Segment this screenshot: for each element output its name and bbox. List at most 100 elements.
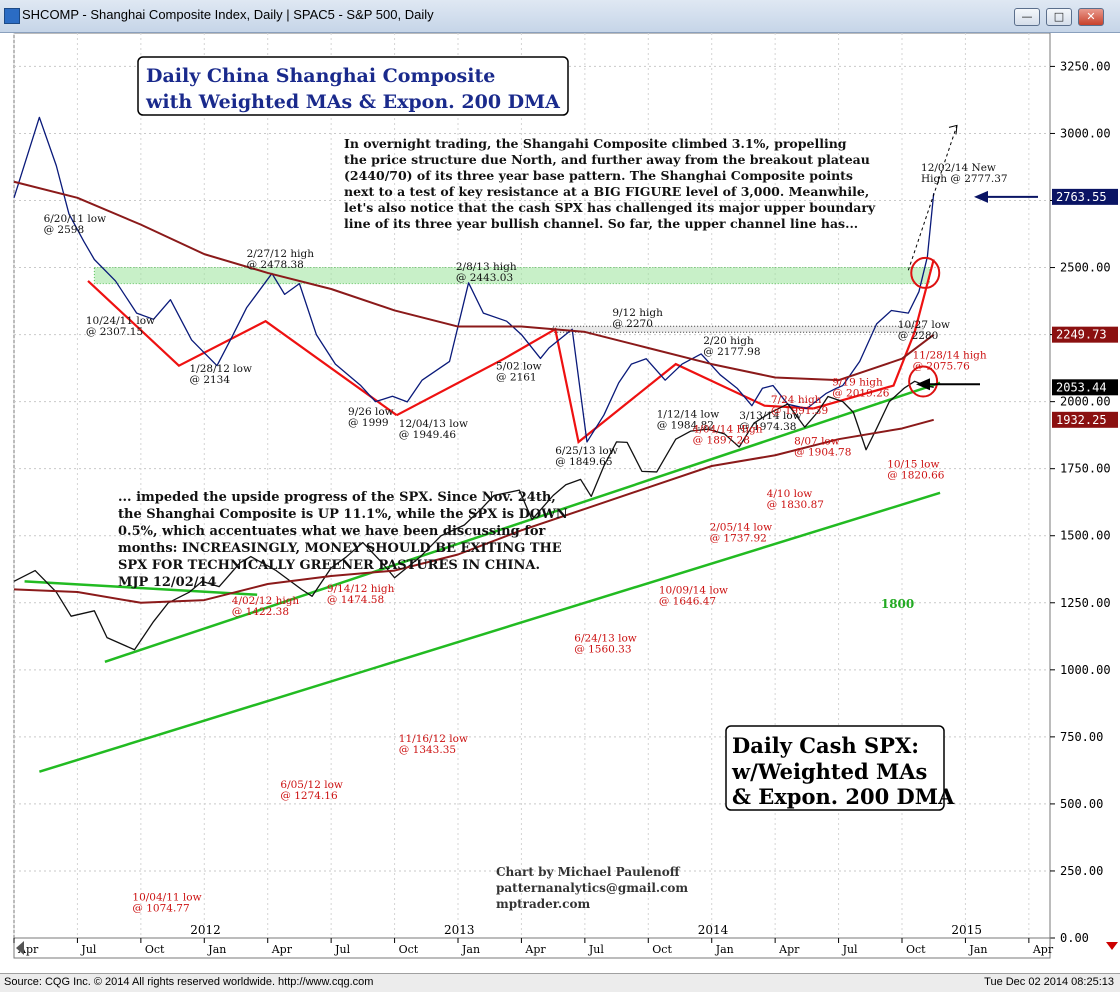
window-title: SHCOMP - Shanghai Composite Index, Daily… bbox=[22, 7, 434, 22]
maximize-button[interactable]: □ bbox=[1046, 8, 1072, 26]
commentary-top-line-6: line of its three year bullish channel. … bbox=[344, 216, 858, 231]
shanghai-annotation: 1/12/14 low bbox=[657, 409, 719, 421]
commentary-top-line-1: In overnight trading, the Shangahi Compo… bbox=[344, 136, 847, 151]
x-month-label: Oct bbox=[399, 943, 419, 956]
price-tag bbox=[1052, 188, 1118, 205]
y-tick-label: 3000.00 bbox=[1060, 126, 1111, 140]
title-line-2: with Weighted MAs & Expon. 200 DMA bbox=[145, 91, 560, 113]
y-tick-label: 2500.00 bbox=[1060, 261, 1111, 275]
shanghai-annotation: @ 2598 bbox=[44, 224, 85, 236]
x-month-label: Oct bbox=[906, 943, 926, 956]
spx-annotation: 6/24/13 low bbox=[574, 633, 636, 645]
title-box-shanghai: Daily China Shanghai Composite with Weig… bbox=[137, 56, 569, 116]
commentary-top-line-5: let's also notice that the cash SPX has … bbox=[344, 200, 876, 215]
spx-annotation: 4/10 low bbox=[767, 488, 813, 500]
shanghai-annotation: 3/13/14 low bbox=[739, 410, 801, 422]
title-line-1: Daily China Shanghai Composite bbox=[146, 65, 495, 87]
x-month-label: Jul bbox=[334, 943, 350, 956]
y-tick-label: 750.00 bbox=[1060, 730, 1103, 744]
credit-line-3: mptrader.com bbox=[496, 897, 590, 911]
spx-annotation: @ 1737.92 bbox=[710, 532, 767, 544]
shanghai-annotation: 12/02/14 New bbox=[921, 162, 996, 174]
shanghai-annotation: @ 2478.38 bbox=[247, 259, 304, 271]
line-layer bbox=[13, 116, 958, 773]
x-year-label: 2015 bbox=[951, 923, 982, 937]
x-month-label: Jan bbox=[968, 943, 987, 956]
channel-line bbox=[39, 491, 941, 773]
x-month-label: Jul bbox=[588, 943, 604, 956]
highlight-circle bbox=[908, 365, 939, 398]
price-tag bbox=[1052, 326, 1118, 343]
spx-annotation: 2/05/14 low bbox=[710, 521, 772, 533]
annotation-layer: 6/20/11 low@ 2598 2/27/12 high@ 2478.38 10… bbox=[44, 162, 1008, 914]
spx-annotation: @ 1422.38 bbox=[232, 606, 289, 618]
arrow-left-icon bbox=[916, 378, 930, 391]
price-tag bbox=[1052, 379, 1118, 396]
highlight-circle bbox=[910, 256, 941, 289]
shanghai-annotation: 9/12 high bbox=[612, 307, 663, 319]
spx-annotation: 10/04/11 low bbox=[132, 891, 201, 903]
app-icon bbox=[4, 8, 20, 24]
y-tick-label: 0.00 bbox=[1060, 931, 1089, 945]
credit-line-1: Chart by Michael Paulenoff bbox=[496, 865, 681, 879]
shanghai-annotation: 1/28/12 low bbox=[189, 363, 251, 375]
spx-annotation: @ 1897.28 bbox=[693, 434, 750, 446]
pattern-line bbox=[87, 280, 398, 417]
spx-annotation: 11/16/12 low bbox=[399, 733, 468, 745]
commentary-bottom-line-5: SPX FOR TECHNICALLY GREENER PASTURES IN … bbox=[118, 558, 540, 573]
credit-line-2: patternanalytics@gmail.com bbox=[496, 881, 688, 895]
y-tick-label: 1000.00 bbox=[1060, 663, 1111, 677]
x-month-label: Apr bbox=[778, 943, 800, 956]
x-month-label: Jul bbox=[842, 943, 858, 956]
channel-line bbox=[24, 580, 258, 596]
spx-annotation: @ 1474.58 bbox=[327, 594, 384, 606]
commentary-top-line-4: next to a test of key resistance at a BI… bbox=[344, 184, 869, 199]
shanghai-annotation: @ 1974.38 bbox=[739, 421, 796, 433]
title-box-spx: Daily Cash SPX: w/Weighted MAs & Expon. … bbox=[725, 725, 955, 811]
y-tick-label: 1750.00 bbox=[1060, 462, 1111, 476]
x-month-label: Jan bbox=[461, 943, 480, 956]
pattern-line bbox=[396, 327, 814, 444]
shanghai-annotation: @ 1849.65 bbox=[555, 456, 612, 468]
x-year-label: 2013 bbox=[444, 923, 475, 937]
shanghai-annotation: 9/26 low bbox=[348, 406, 394, 418]
spx-annotation: @ 1074.77 bbox=[132, 902, 189, 914]
shanghai-annotation: @ 1984.82 bbox=[657, 420, 714, 432]
y-tick-label: 1500.00 bbox=[1060, 529, 1111, 543]
spx-annotation: @ 1991.39 bbox=[771, 405, 828, 417]
x-month-label: Oct bbox=[145, 943, 165, 956]
spx-annotation: 9/14/12 high bbox=[327, 583, 395, 595]
shanghai-annotation: @ 1999 bbox=[348, 417, 389, 429]
price-tag-label: 1932.25 bbox=[1056, 413, 1107, 427]
level-1800-label: 1800 bbox=[881, 597, 914, 611]
spx-annotation: @ 1560.33 bbox=[574, 644, 631, 656]
moving-average-line bbox=[13, 180, 935, 382]
spx-annotation: @ 2019.26 bbox=[832, 388, 890, 400]
pattern-line bbox=[812, 259, 935, 410]
price-series-line bbox=[13, 380, 934, 651]
spx-title-line-1: Daily Cash SPX: bbox=[732, 733, 919, 758]
y-tick-label: 500.00 bbox=[1060, 797, 1103, 811]
shanghai-annotation: @ 2161 bbox=[496, 371, 537, 383]
close-button[interactable]: ✕ bbox=[1078, 8, 1104, 26]
x-month-label: Oct bbox=[652, 943, 672, 956]
moving-average-line bbox=[13, 418, 934, 604]
axis-layer: 3250.003000.002750.002500.002250.002000.… bbox=[13, 59, 1118, 959]
x-month-label: Jan bbox=[715, 943, 734, 956]
price-tag-label: 2053.44 bbox=[1056, 380, 1107, 394]
shanghai-annotation: 2/27/12 high bbox=[247, 248, 315, 260]
commentary-top: In overnight trading, the Shangahi Compo… bbox=[344, 136, 876, 231]
shanghai-annotation: 10/24/11 low bbox=[86, 315, 155, 327]
commentary-bottom-line-3: 0.5%, which accentuates what we have bee… bbox=[118, 524, 546, 539]
y-tick-label: 250.00 bbox=[1060, 864, 1103, 878]
projection-line bbox=[907, 125, 958, 271]
spx-annotation: 9/19 high bbox=[832, 377, 883, 389]
minimize-button[interactable]: — bbox=[1014, 8, 1040, 26]
spx-annotation: 10/15 low bbox=[887, 458, 939, 470]
shanghai-annotation: @ 2443.03 bbox=[456, 272, 513, 284]
x-year-label: 2014 bbox=[698, 923, 729, 937]
status-source: Source: CQG Inc. © 2014 All rights reser… bbox=[4, 976, 374, 988]
chart-svg: 3250.003000.002750.002500.002250.002000.… bbox=[0, 32, 1120, 973]
scroll-down-icon bbox=[1106, 942, 1118, 950]
x-month-label: Apr bbox=[524, 943, 546, 956]
